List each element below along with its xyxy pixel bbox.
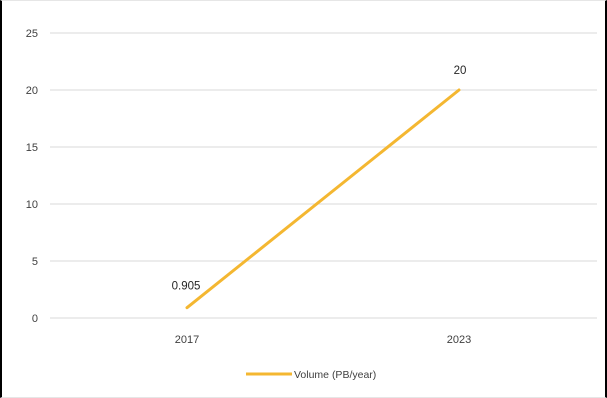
series-line-volume bbox=[185, 88, 461, 310]
y-tick-label: 5 bbox=[32, 256, 38, 268]
y-tick-label: 25 bbox=[26, 28, 38, 40]
y-tick-label: 10 bbox=[26, 199, 38, 211]
data-label: 20 bbox=[454, 65, 467, 77]
legend-label-volume: Volume (PB/year) bbox=[294, 369, 376, 381]
series-lines bbox=[185, 88, 461, 310]
x-axis-tick-labels: 2017 2023 bbox=[175, 334, 471, 346]
gridlines bbox=[50, 32, 597, 319]
y-tick-label: 20 bbox=[26, 85, 38, 97]
data-labels: 0.905 20 bbox=[172, 65, 467, 293]
y-tick-label: 15 bbox=[26, 142, 38, 154]
x-tick-label: 2023 bbox=[447, 334, 471, 346]
y-axis-tick-labels: 0 5 10 15 20 25 bbox=[26, 28, 38, 325]
data-label: 0.905 bbox=[172, 281, 201, 293]
x-tick-label: 2017 bbox=[175, 334, 199, 346]
legend: Volume (PB/year) bbox=[246, 369, 376, 381]
y-tick-label: 0 bbox=[32, 313, 38, 325]
